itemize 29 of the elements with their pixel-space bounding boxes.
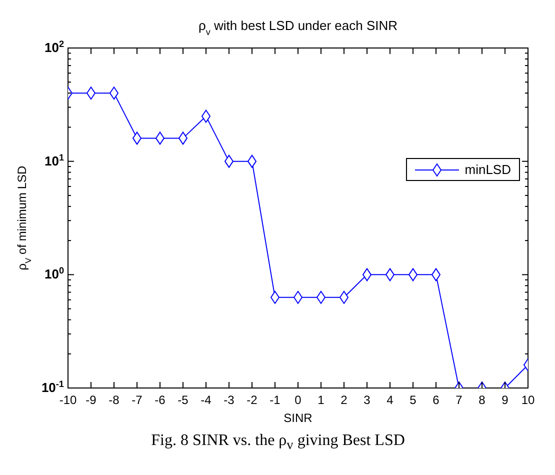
x-tick-label: 4: [386, 393, 394, 407]
x-tick-label: 1: [318, 393, 325, 407]
y-tick-label: 10$^{2}$: [44, 39, 64, 55]
x-tick-label: 10: [521, 393, 535, 407]
x-tick-label: 2: [340, 393, 348, 407]
x-tick-label: -7: [132, 393, 143, 407]
legend-label: minLSD: [464, 162, 511, 177]
x-tick-label: -1: [270, 393, 281, 407]
x-tick-label: -9: [86, 393, 97, 407]
x-tick-label: -3: [224, 393, 235, 407]
x-axis-title: SINR: [284, 411, 313, 425]
x-tick-label: 8: [478, 393, 486, 407]
x-tick-label: -8: [108, 393, 120, 407]
y-tick-label: 10$^{1}$: [44, 152, 64, 168]
caption: Fig. 8 SINR vs. the ρ$_{v}$ giving Best LSD: [150, 432, 406, 454]
x-tick-label: 5: [410, 393, 417, 407]
x-tick-label: -6: [154, 393, 166, 407]
x-tick-label: -2: [246, 393, 258, 407]
x-tick-label: 0: [294, 393, 302, 407]
x-tick-label: 6: [432, 393, 440, 407]
chart-title: ρ$_{v}$ with best LSD under each SINR: [198, 18, 398, 37]
x-tick-label: -10: [59, 393, 77, 407]
x-tick-label: 9: [502, 393, 509, 407]
y-tick-label: 10$^{0}$: [44, 266, 64, 282]
x-tick-label: 7: [456, 393, 463, 407]
x-tick-label: -4: [200, 393, 212, 407]
y-tick-label: 10$^{-1}$: [41, 379, 64, 395]
x-tick-label: 3: [364, 393, 371, 407]
x-tick-label: -5: [178, 393, 189, 407]
